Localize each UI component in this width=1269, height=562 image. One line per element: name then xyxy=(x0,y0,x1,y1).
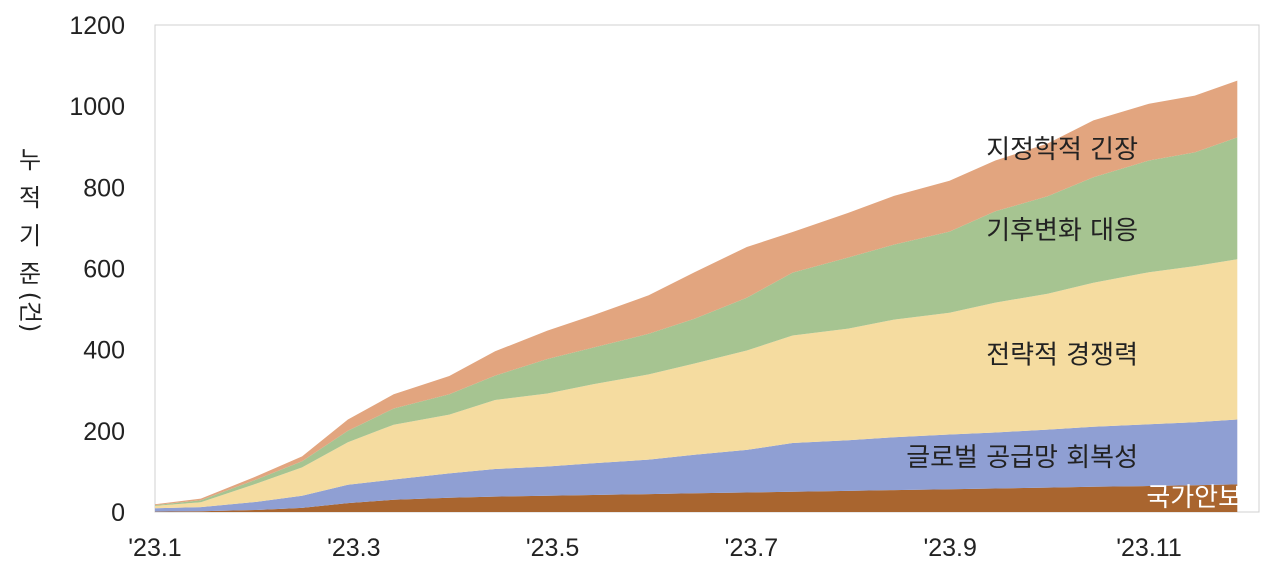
x-tick-label: '23.1 xyxy=(128,534,181,562)
y-tick-label: 200 xyxy=(83,418,125,446)
series-label: 국가안보 xyxy=(1146,483,1242,513)
area-series-3 xyxy=(155,259,1238,509)
series-label: 전략적 경쟁력 xyxy=(986,341,1138,371)
area-series-2 xyxy=(155,419,1238,512)
x-axis: '23.1 '23.3 '23.5 '23.7 '23.9 '23.11 xyxy=(128,534,1181,562)
y-label-char: 준 xyxy=(19,260,41,288)
y-tick-label: 1200 xyxy=(69,12,125,40)
y-tick-label: 0 xyxy=(111,499,125,527)
area-series-5 xyxy=(155,80,1238,506)
y-label-char: 기 xyxy=(19,222,41,250)
x-tick-label: '23.5 xyxy=(526,534,579,562)
y-label-char: 적 xyxy=(19,184,41,212)
y-axis: 0 200 400 600 800 1000 1200 xyxy=(69,12,125,527)
series-label: 지정학적 긴장 xyxy=(986,135,1138,165)
area-layers xyxy=(155,80,1238,512)
y-label-char: (건) xyxy=(16,292,44,333)
series-label: 기후변화 대응 xyxy=(986,216,1138,246)
y-tick-label: 1000 xyxy=(69,93,125,121)
x-tick-label: '23.7 xyxy=(725,534,778,562)
y-tick-label: 800 xyxy=(83,174,125,202)
y-tick-label: 600 xyxy=(83,256,125,284)
area-series-4 xyxy=(155,137,1238,506)
x-tick-label: '23.3 xyxy=(327,534,380,562)
y-tick-label: 400 xyxy=(83,337,125,365)
series-label: 글로벌 공급망 회복성 xyxy=(906,443,1138,473)
series-labels: 국가안보 글로벌 공급망 회복성 전략적 경쟁력 기후변화 대응 지정학적 긴장 xyxy=(906,135,1242,513)
area-series-1 xyxy=(155,484,1238,512)
y-label-char: 누 xyxy=(19,146,41,174)
x-tick-label: '23.11 xyxy=(1116,534,1181,562)
x-tick-label: '23.9 xyxy=(923,534,976,562)
